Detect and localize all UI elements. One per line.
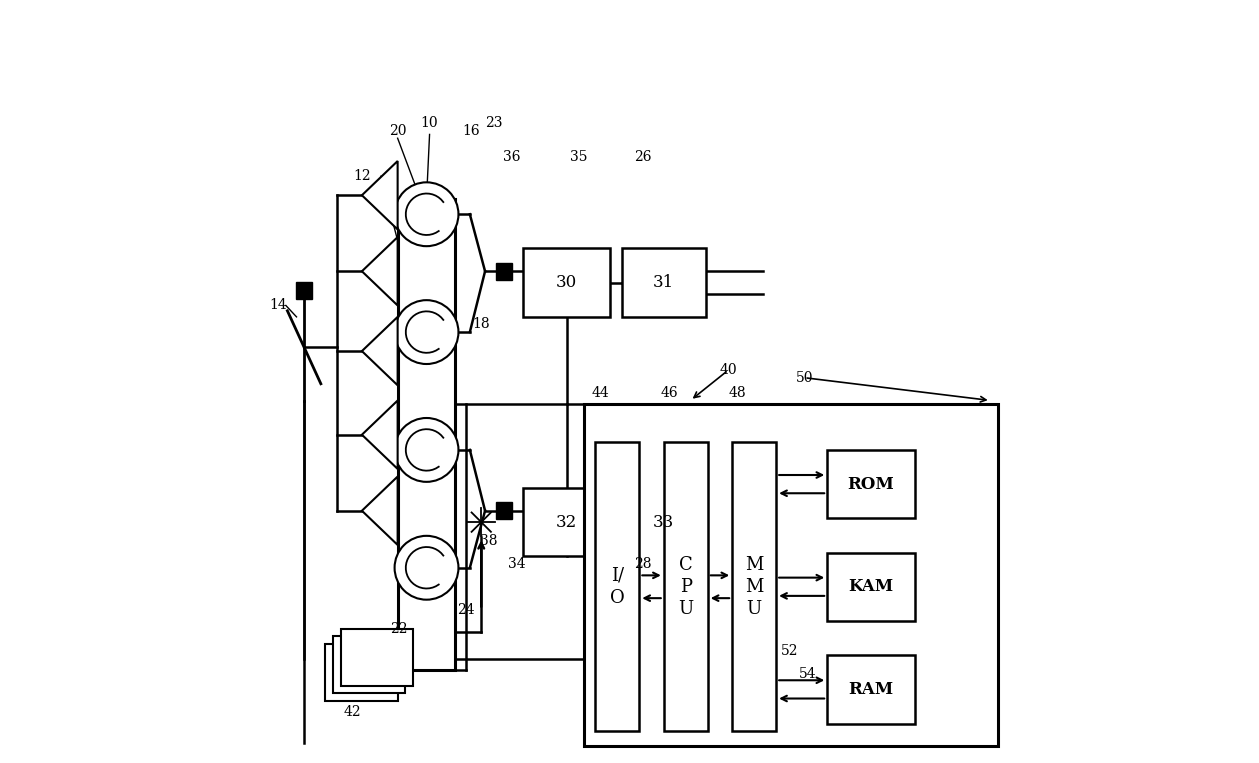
Text: 18: 18 [472,317,490,331]
Bar [827,655,914,723]
Circle shape [394,182,458,246]
Text: 38: 38 [480,534,497,548]
Polygon shape [361,477,398,545]
Bar [522,249,611,317]
Text: 23: 23 [486,116,502,130]
Text: ROM: ROM [847,475,894,493]
Text: 20: 20 [389,124,407,137]
Bar [632,513,650,530]
Text: 52: 52 [781,645,798,658]
Polygon shape [361,237,398,305]
Bar [496,502,512,519]
Text: 46: 46 [660,386,677,400]
Text: 35: 35 [570,150,587,164]
Text: 42: 42 [344,705,361,720]
Circle shape [394,536,458,600]
Bar [584,404,998,746]
Text: 10: 10 [421,116,438,130]
Text: I/
O: I/ O [609,567,624,607]
Text: 34: 34 [509,557,526,571]
Bar [596,443,640,731]
Bar [568,263,584,279]
Bar [622,249,705,317]
Text: 54: 54 [799,667,817,681]
Text: 14: 14 [269,298,287,313]
Polygon shape [361,161,398,230]
Text: M
M
U: M M U [745,555,763,618]
Bar [296,282,312,298]
Text: RAM: RAM [849,681,894,698]
Polygon shape [361,401,398,469]
Text: 22: 22 [390,622,408,636]
Text: 50: 50 [796,371,813,385]
Bar [341,629,413,686]
Polygon shape [361,317,398,385]
Text: 12: 12 [353,169,370,183]
Circle shape [394,418,458,482]
Text: 40: 40 [719,363,737,377]
Bar [398,199,454,671]
Bar [522,488,611,556]
Text: 16: 16 [462,124,480,137]
Text: 32: 32 [556,513,578,530]
Bar [334,636,405,694]
Text: 24: 24 [457,603,475,617]
Circle shape [394,300,458,364]
Text: 48: 48 [729,386,747,400]
Text: 33: 33 [653,513,675,530]
Bar [632,275,650,291]
Bar [827,450,914,518]
Bar [622,488,705,556]
Bar [733,443,777,731]
Bar [663,443,708,731]
Bar [827,552,914,621]
Text: 26: 26 [633,150,651,164]
Text: KAM: KAM [849,578,894,595]
Text: 30: 30 [556,274,578,291]
Text: 36: 36 [502,150,520,164]
Text: 28: 28 [635,557,652,571]
Text: 31: 31 [653,274,675,291]
Text: C
P
U: C P U [679,555,694,618]
Bar [325,644,398,700]
Bar [496,263,512,279]
Text: 44: 44 [592,386,609,400]
